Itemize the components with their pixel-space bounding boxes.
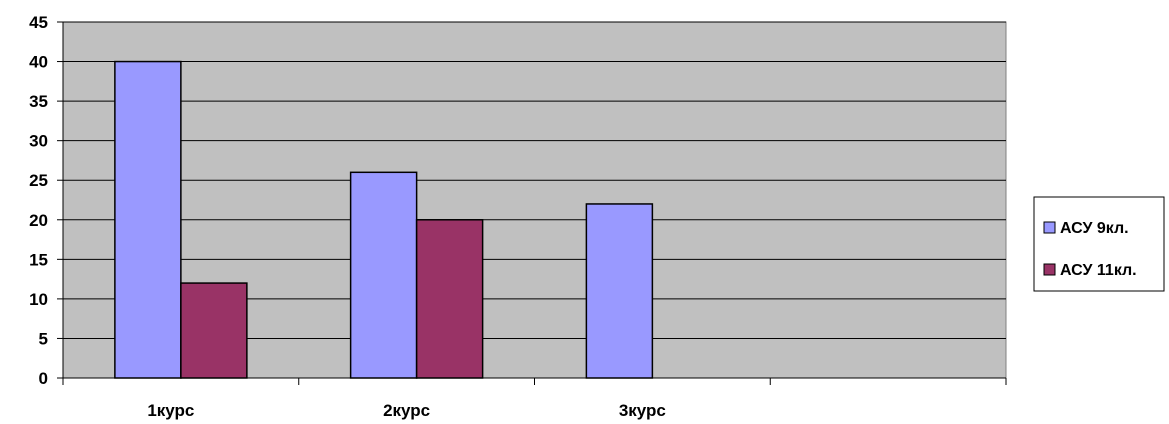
legend-label: АСУ 11кл. xyxy=(1060,262,1137,279)
y-tick-label: 20 xyxy=(29,211,48,230)
y-axis-ticks: 0 5 10 15 20 25 30 35 40 45 xyxy=(29,13,64,388)
x-axis-ticks xyxy=(62,377,1007,385)
legend: АСУ 9кл. АСУ 11кл. xyxy=(1033,196,1165,292)
category-labels: 1курс 2курс 3курс xyxy=(147,401,666,420)
legend-label: АСУ 9кл. xyxy=(1060,220,1129,237)
legend-swatch xyxy=(1043,263,1056,276)
y-tick-label: 5 xyxy=(39,329,48,348)
bar-2-1 xyxy=(180,282,248,379)
bar-2-2 xyxy=(415,219,484,379)
bar-1-1 xyxy=(114,60,182,379)
y-tick-label: 25 xyxy=(29,171,48,190)
y-tick-label: 10 xyxy=(29,290,48,309)
y-tick-label: 15 xyxy=(29,250,48,269)
legend-swatch xyxy=(1043,221,1056,234)
x-category-label: 2курс xyxy=(383,401,430,420)
bar-1-2 xyxy=(349,171,418,379)
y-tick-label: 40 xyxy=(29,53,48,72)
bar-1-3 xyxy=(585,203,654,379)
y-tick-label: 30 xyxy=(29,132,48,151)
x-category-label: 1курс xyxy=(147,401,194,420)
y-tick-label: 45 xyxy=(29,13,48,32)
y-tick-label: 35 xyxy=(29,92,48,111)
bars xyxy=(114,60,654,379)
legend-box xyxy=(1033,196,1165,292)
x-category-label: 3курс xyxy=(619,401,666,420)
y-tick-label: 0 xyxy=(39,369,48,388)
